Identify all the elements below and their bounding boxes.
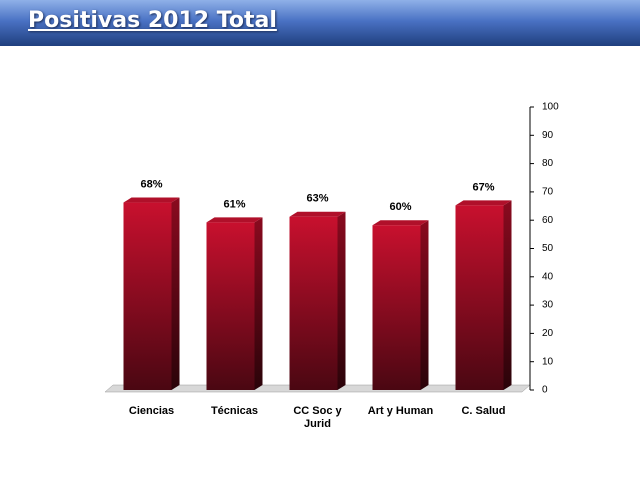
value-label: 61%: [223, 198, 245, 210]
value-label: 68%: [140, 178, 162, 190]
bar-side: [420, 220, 429, 390]
y-tick-label: 100: [542, 102, 559, 113]
value-label: 63%: [306, 193, 328, 205]
header-bar: Positivas 2012 Total: [0, 0, 640, 46]
bar: [206, 222, 255, 390]
bar-side: [337, 211, 346, 390]
bar-top: [455, 200, 512, 206]
y-tick-label: 40: [542, 271, 554, 282]
y-tick-label: 90: [542, 130, 554, 141]
y-tick-label: 70: [542, 187, 554, 198]
value-label: 67%: [472, 181, 494, 193]
y-tick-label: 10: [542, 356, 554, 367]
bar-top: [123, 197, 180, 203]
y-tick-label: 50: [542, 243, 554, 254]
bar-side: [503, 200, 512, 390]
y-tick-label: 20: [542, 328, 554, 339]
y-tick-label: 0: [542, 385, 548, 396]
bar: [455, 205, 504, 390]
bar: [289, 216, 338, 390]
y-tick-label: 60: [542, 215, 554, 226]
x-tick-label: CC Soc y Jurid: [293, 405, 342, 430]
bar: [372, 225, 421, 390]
x-tick-label: C. Salud: [461, 405, 506, 417]
x-tick-label: Técnicas: [210, 405, 259, 417]
x-tick-label: Art y Human: [367, 405, 434, 417]
bar-top: [289, 211, 346, 217]
bar-top: [372, 220, 429, 226]
x-tick-label: Ciencias: [128, 405, 175, 417]
bar-top: [206, 217, 263, 223]
y-tick-label: 30: [542, 300, 554, 311]
bar-side: [171, 197, 180, 390]
bar: [123, 202, 172, 390]
value-label: 60%: [389, 201, 411, 213]
chart-title: Positivas 2012 Total: [28, 8, 277, 33]
y-tick-label: 80: [542, 158, 554, 169]
bar-side: [254, 217, 263, 390]
